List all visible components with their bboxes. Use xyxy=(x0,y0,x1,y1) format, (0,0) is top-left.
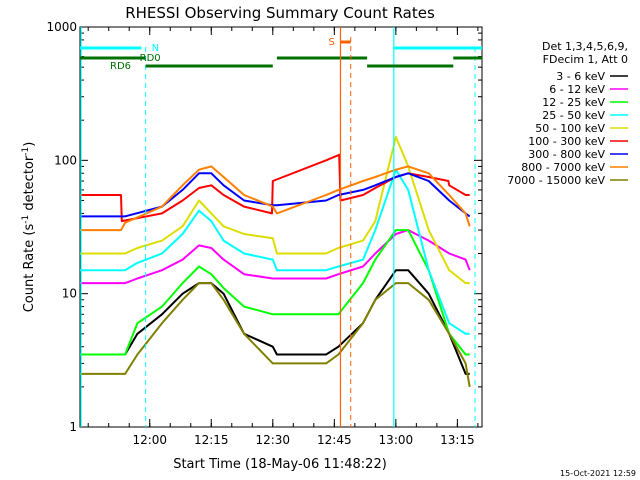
series-line-2 xyxy=(80,229,471,285)
plot-area xyxy=(79,26,483,428)
footer-timestamp: 15-Oct-2021 12:59 xyxy=(560,469,636,478)
legend-entry-label: 3 - 6 keV xyxy=(556,70,605,83)
series-line-5 xyxy=(80,135,470,285)
series-line-6 xyxy=(80,153,470,223)
flag-label: S xyxy=(328,37,334,48)
legend-entry-label: 300 - 800 keV xyxy=(528,148,605,161)
y-tick-label: 1000 xyxy=(46,20,77,34)
legend-entry-label: 50 - 100 keV xyxy=(535,122,605,135)
legend-header: FDecim 1, Att 0 xyxy=(543,53,628,66)
x-tick-label: 12:15 xyxy=(194,433,229,447)
x-axis-label: Start Time (18-May-06 11:48:22) xyxy=(173,457,387,472)
chart-title: RHESSI Observing Summary Count Rates xyxy=(125,4,435,22)
axis-ticks: 1 10 100 1000 12:00 12:15 12:30 12:45 13:00 13:15 xyxy=(46,20,482,447)
x-tick-label: 12:00 xyxy=(132,433,167,447)
x-tick-label: 13:00 xyxy=(379,433,414,447)
legend-entry-label: 100 - 300 keV xyxy=(528,135,605,148)
flag-label: RD0 xyxy=(140,53,161,64)
legend-entry-label: 7000 - 15000 keV xyxy=(507,174,605,187)
series-layer xyxy=(80,135,471,388)
series-line-9 xyxy=(80,282,471,388)
series-line-4 xyxy=(80,168,470,335)
flag-label: N xyxy=(152,43,159,54)
x-tick-label: 12:30 xyxy=(255,433,290,447)
series-line-3 xyxy=(80,229,470,356)
svg-text:Count Rate (s-1 detector-1): Count Rate (s-1 detector-1) xyxy=(21,142,37,313)
legend-entry-label: 12 - 25 keV xyxy=(542,96,605,109)
y-axis-label: Count Rate (s-1 detector-1) xyxy=(21,142,37,313)
y-tick-label: 100 xyxy=(54,153,77,167)
legend-header: Det 1,3,4,5,6,9, xyxy=(542,40,628,53)
x-tick-label: 13:15 xyxy=(440,433,475,447)
y-tick-label: 1 xyxy=(69,420,77,434)
legend-entry-label: 6 - 12 keV xyxy=(549,83,605,96)
flag-label: RD6 xyxy=(110,61,131,72)
y-tick-label: 10 xyxy=(62,287,77,301)
legend: Det 1,3,4,5,6,9,FDecim 1, Att 0 3 - 6 keV… xyxy=(507,40,628,187)
legend-entry-label: 800 - 7000 keV xyxy=(521,161,605,174)
series-line-7 xyxy=(80,172,471,218)
legend-entry-label: 25 - 50 keV xyxy=(542,109,605,122)
series-line-8 xyxy=(80,165,471,232)
series-line-1 xyxy=(80,269,470,375)
x-tick-label: 12:45 xyxy=(317,433,352,447)
